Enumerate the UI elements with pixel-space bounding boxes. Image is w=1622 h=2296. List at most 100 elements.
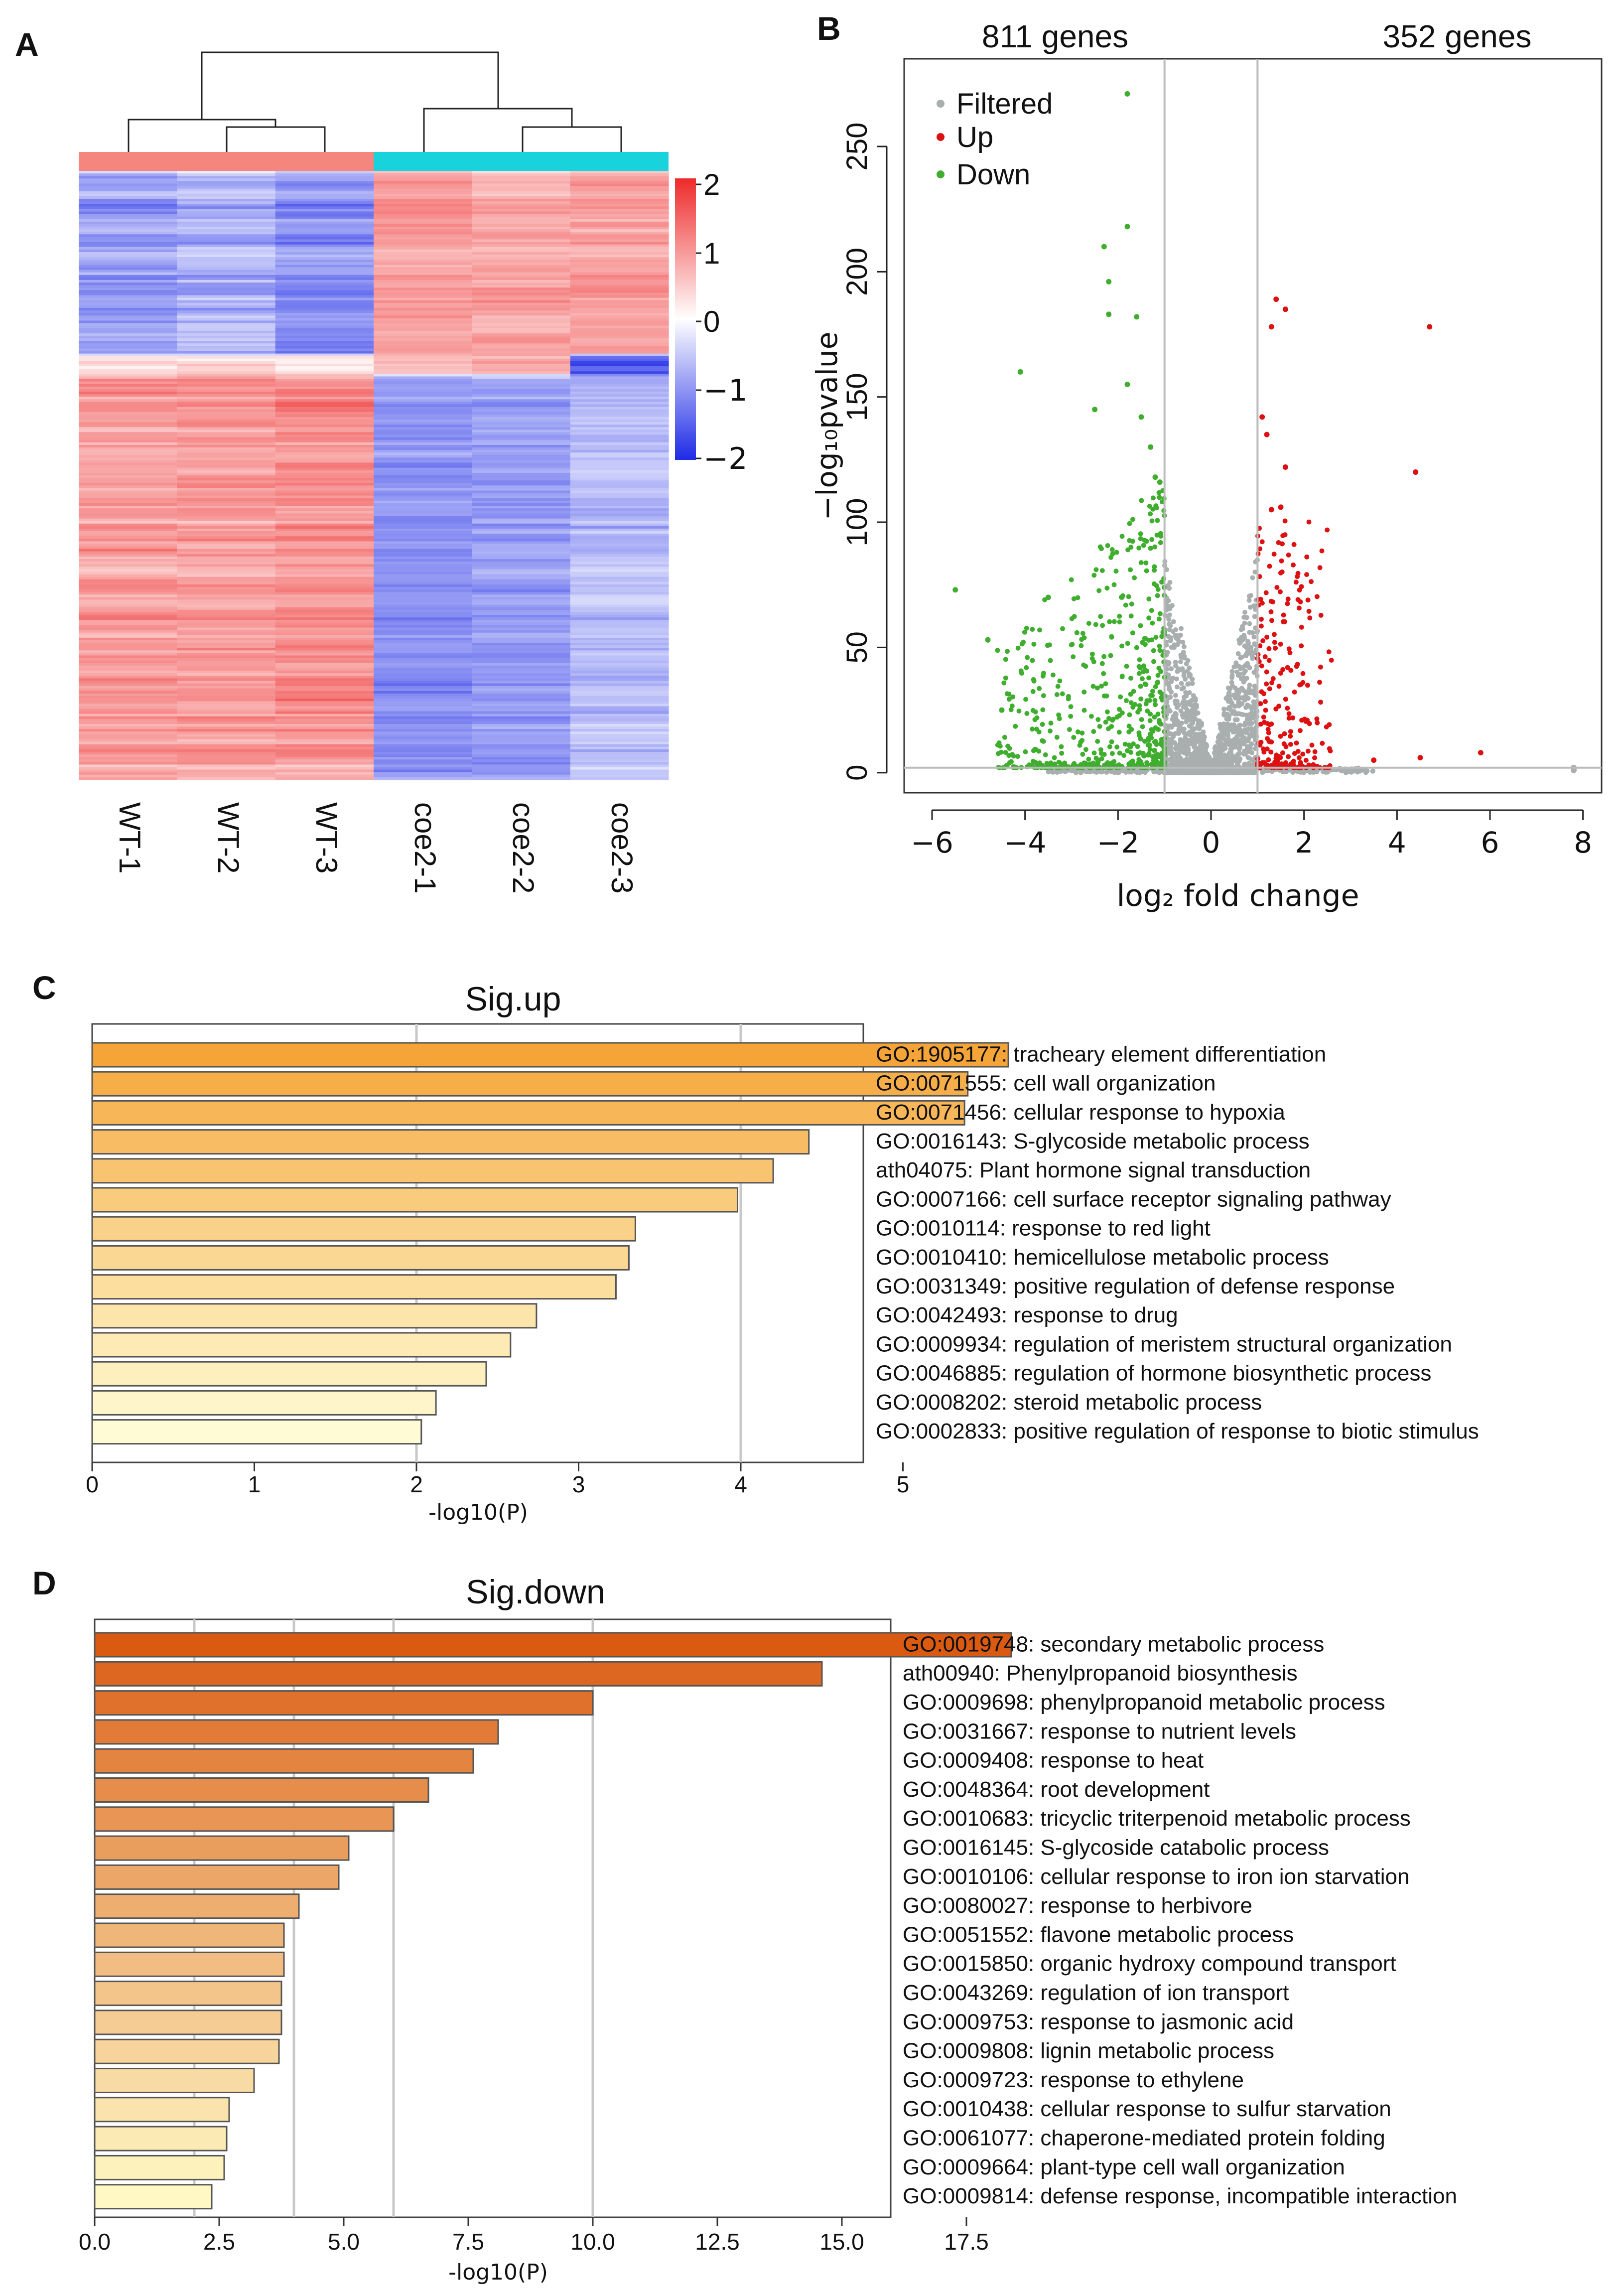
heatmap-cell xyxy=(570,252,669,255)
down-point xyxy=(1156,616,1162,622)
heatmap-cell xyxy=(275,480,374,483)
heatmap-cell xyxy=(374,625,472,628)
up-point xyxy=(1259,616,1264,622)
heatmap-cell xyxy=(570,777,669,780)
heatmap-cell xyxy=(570,369,669,372)
heatmap-cell xyxy=(79,224,177,227)
bar xyxy=(91,1332,512,1358)
legend-marker-filtered xyxy=(937,100,945,108)
filtered-point xyxy=(1189,698,1195,703)
down-point xyxy=(1157,479,1163,485)
heatmap-cell xyxy=(275,769,374,773)
heatmap-cell xyxy=(275,442,374,445)
heatmap-cell xyxy=(177,430,276,433)
heatmap-cell xyxy=(177,757,276,760)
up-point xyxy=(1287,650,1293,655)
term-label: GO:0010114: response to red light xyxy=(876,1216,1211,1241)
heatmap-cell xyxy=(472,422,571,425)
heatmap-cell xyxy=(275,295,374,298)
heatmap-cell xyxy=(472,534,571,537)
filtered-point xyxy=(1235,757,1240,762)
heatmap-cell xyxy=(275,201,374,204)
colorbar-tick-label: −1 xyxy=(703,373,747,408)
heatmap-cell xyxy=(79,219,177,222)
heatmap-cell xyxy=(472,414,571,418)
heatmap-cell xyxy=(374,539,472,542)
heatmap-cell xyxy=(472,419,571,423)
heatmap-cell xyxy=(570,495,669,499)
heatmap-cell xyxy=(570,475,669,478)
heatmap-cell xyxy=(79,371,177,374)
up-point xyxy=(1297,587,1302,593)
heatmap-cell xyxy=(177,181,276,184)
heatmap-cell xyxy=(472,417,571,420)
down-point xyxy=(1146,751,1152,756)
heatmap-cell xyxy=(275,315,374,318)
filtered-point xyxy=(1192,734,1198,740)
heatmap-cell xyxy=(275,587,374,590)
heatmap-cell xyxy=(570,193,669,197)
heatmap-cell xyxy=(570,769,669,773)
filtered-point xyxy=(1204,754,1210,760)
heatmap-cell xyxy=(79,209,177,212)
up-point xyxy=(1279,569,1285,574)
down-point xyxy=(1001,680,1007,686)
filtered-point xyxy=(1231,768,1237,773)
down-point xyxy=(1002,734,1007,740)
heatmap-cell xyxy=(79,402,177,405)
down-point xyxy=(1146,615,1152,621)
heatmap-cell xyxy=(275,688,374,692)
heatmap-cell xyxy=(472,328,571,331)
heatmap-cell xyxy=(177,620,276,623)
heatmap-cell xyxy=(374,574,472,577)
heatmap-cell xyxy=(79,744,177,747)
down-point xyxy=(1007,746,1012,751)
heatmap-cell xyxy=(472,754,571,757)
heatmap-cell xyxy=(570,229,669,232)
heatmap-cell xyxy=(79,660,177,664)
heatmap-cell xyxy=(79,485,177,489)
heatmap-cell xyxy=(177,305,276,308)
heatmap-cell xyxy=(79,275,177,278)
down-point xyxy=(1151,659,1156,664)
up-point xyxy=(1319,548,1325,554)
heatmap-cell xyxy=(374,356,472,359)
heatmap-cell xyxy=(472,297,571,301)
heatmap-cell xyxy=(374,290,472,293)
heatmap-cell xyxy=(472,249,571,253)
heatmap-cell xyxy=(570,366,669,369)
heatmap-cell xyxy=(374,587,472,590)
legend-marker-up xyxy=(937,133,945,141)
heatmap-cell xyxy=(275,718,374,722)
heatmap-cell xyxy=(570,665,669,669)
down-point xyxy=(1093,567,1099,573)
heatmap-cell xyxy=(374,757,472,760)
heatmap-cell xyxy=(79,493,177,496)
filtered-point xyxy=(1235,651,1241,656)
down-point xyxy=(1147,747,1153,752)
heatmap-cell xyxy=(275,434,374,438)
filtered-point xyxy=(1157,770,1162,775)
heatmap-cell xyxy=(374,252,472,255)
heatmap-cell xyxy=(79,386,177,390)
up-point xyxy=(1276,684,1282,689)
heatmap-cell xyxy=(275,744,374,747)
heatmap-cell xyxy=(79,333,177,336)
heatmap-cell xyxy=(570,612,669,615)
heatmap-cell xyxy=(177,683,276,687)
down-point xyxy=(1048,658,1053,663)
heatmap-cell xyxy=(79,754,177,757)
heatmap-cell xyxy=(374,196,472,199)
filtered-point xyxy=(1247,683,1252,688)
down-point xyxy=(1109,547,1115,552)
heatmap-cell xyxy=(570,432,669,435)
heatmap-cell xyxy=(472,260,571,263)
heatmap-cell xyxy=(374,572,472,575)
heatmap-cell xyxy=(177,576,276,580)
down-point xyxy=(1117,619,1122,625)
heatmap-cell xyxy=(570,232,669,235)
heatmap-cell xyxy=(472,262,571,265)
heatmap-cell xyxy=(570,498,669,501)
term-label: ath00940: Phenylpropanoid biosynthesis xyxy=(903,1661,1298,1686)
heatmap-cell xyxy=(79,676,177,679)
